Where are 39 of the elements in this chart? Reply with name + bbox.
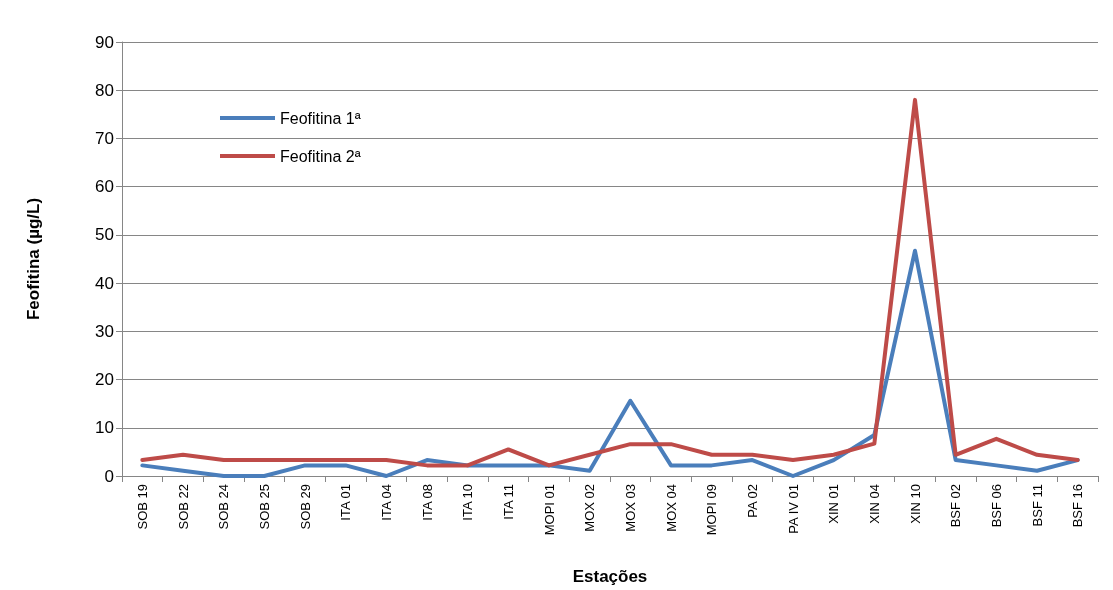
x-tick-label: BSF 11 xyxy=(1029,484,1045,527)
y-axis-title: Feofitina (µg/L) xyxy=(24,197,43,321)
y-tick-label: 20 xyxy=(95,370,114,390)
x-tick-label: PA 02 xyxy=(744,484,760,518)
x-tick-label: SOB 25 xyxy=(256,484,272,530)
x-tick-label: SOB 29 xyxy=(297,484,313,530)
line-series xyxy=(140,97,1080,468)
x-tick-label: ITA 11 xyxy=(500,484,516,520)
x-tick-label: MOX 03 xyxy=(622,484,638,532)
x-tick-label: XIN 04 xyxy=(866,484,882,524)
x-tick-label: MOPI 09 xyxy=(704,484,720,536)
y-tick-label: 90 xyxy=(95,32,114,52)
legend-label: Feofitina 2ª xyxy=(280,147,361,165)
x-tick-label: SOB 24 xyxy=(216,484,232,530)
x-tick-label: XIN 10 xyxy=(907,484,923,524)
x-tick-label: ITA 10 xyxy=(460,484,476,521)
x-tick-label: PA IV 01 xyxy=(785,484,801,534)
x-tick-label: BSF 16 xyxy=(1070,484,1086,528)
legend-label: Feofitina 1ª xyxy=(280,109,361,127)
y-tick-label: 40 xyxy=(95,273,114,293)
y-tick-label: 10 xyxy=(95,418,114,438)
x-tick-label: MOPI 01 xyxy=(541,484,557,536)
x-tick-label: MOX 04 xyxy=(663,484,679,532)
x-tick-label: ITA 08 xyxy=(419,484,435,521)
y-tick-label: 70 xyxy=(95,128,114,148)
x-tick-label: ITA 04 xyxy=(378,484,394,521)
y-tick-label: 60 xyxy=(95,177,114,197)
y-tick-label: 50 xyxy=(95,225,114,245)
x-tick-label: BSF 02 xyxy=(948,484,964,528)
x-tick-label: SOB 19 xyxy=(134,484,150,530)
x-axis-title: Estações xyxy=(572,567,648,586)
x-tick-label: MOX 02 xyxy=(582,484,598,532)
x-tick-label: BSF 06 xyxy=(988,484,1004,528)
y-tick-label: 30 xyxy=(95,321,114,341)
y-tick-label: 0 xyxy=(104,466,114,486)
x-tick-label: SOB 22 xyxy=(175,484,191,530)
y-tick-label: 80 xyxy=(95,80,114,100)
x-tick-label: ITA 01 xyxy=(338,484,354,521)
x-tick-label: XIN 01 xyxy=(826,484,842,524)
